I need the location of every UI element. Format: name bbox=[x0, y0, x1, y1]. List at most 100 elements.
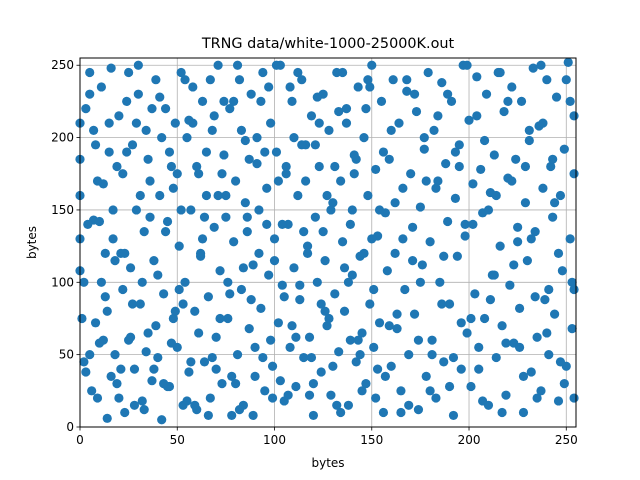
data-point bbox=[341, 104, 352, 114]
data-point bbox=[168, 183, 178, 193]
data-point bbox=[145, 212, 155, 222]
data-point bbox=[151, 321, 161, 331]
data-point bbox=[355, 350, 365, 360]
data-point bbox=[180, 75, 190, 85]
data-point bbox=[79, 357, 89, 367]
data-point bbox=[367, 60, 377, 70]
data-point bbox=[92, 176, 103, 186]
data-point bbox=[260, 386, 270, 396]
data-point bbox=[192, 161, 202, 172]
data-point bbox=[429, 125, 439, 135]
data-point bbox=[497, 321, 507, 331]
data-point bbox=[102, 306, 112, 316]
data-point bbox=[567, 277, 577, 287]
x-tick-label: 100 bbox=[263, 433, 286, 447]
data-point bbox=[141, 347, 151, 357]
data-point bbox=[108, 234, 118, 244]
data-point bbox=[201, 190, 212, 201]
y-tick-label: 250 bbox=[51, 58, 74, 72]
data-point bbox=[281, 169, 291, 179]
data-point bbox=[106, 63, 116, 73]
data-point bbox=[345, 219, 355, 230]
data-point bbox=[443, 89, 453, 99]
data-point bbox=[380, 371, 390, 381]
data-point bbox=[250, 342, 260, 353]
data-point bbox=[242, 212, 252, 222]
data-point bbox=[81, 367, 91, 377]
data-point bbox=[225, 104, 235, 114]
data-point bbox=[365, 82, 375, 92]
data-point bbox=[291, 332, 301, 342]
data-point bbox=[89, 125, 99, 135]
data-point bbox=[223, 277, 233, 287]
data-point bbox=[133, 89, 143, 99]
data-point bbox=[252, 159, 262, 169]
data-point bbox=[172, 169, 182, 179]
data-point bbox=[302, 248, 313, 258]
data-point bbox=[559, 144, 569, 154]
data-point bbox=[542, 75, 552, 85]
data-point bbox=[402, 75, 412, 85]
data-point bbox=[413, 335, 424, 345]
data-point bbox=[336, 407, 346, 418]
data-point bbox=[157, 132, 167, 143]
data-point bbox=[472, 72, 482, 82]
data-point bbox=[328, 361, 338, 371]
data-point bbox=[408, 255, 418, 266]
data-point bbox=[104, 118, 114, 128]
data-point bbox=[513, 222, 523, 232]
data-point bbox=[242, 227, 252, 237]
data-point bbox=[209, 222, 219, 232]
data-point bbox=[271, 60, 282, 70]
data-point bbox=[201, 147, 212, 157]
data-point bbox=[324, 313, 334, 324]
data-point bbox=[139, 405, 149, 415]
data-point bbox=[419, 132, 429, 143]
data-point bbox=[314, 161, 324, 172]
data-point bbox=[267, 361, 278, 371]
data-point bbox=[151, 75, 161, 85]
data-point bbox=[322, 321, 332, 331]
data-point bbox=[108, 205, 118, 215]
data-point bbox=[470, 289, 480, 299]
data-point bbox=[176, 67, 186, 78]
data-point bbox=[231, 176, 241, 186]
data-point bbox=[127, 299, 138, 309]
data-point bbox=[295, 280, 305, 290]
data-point bbox=[402, 86, 412, 96]
data-point bbox=[85, 350, 95, 360]
data-point bbox=[122, 147, 132, 157]
data-point bbox=[351, 357, 361, 367]
data-point bbox=[520, 161, 531, 172]
data-point bbox=[234, 405, 245, 415]
data-point bbox=[295, 295, 305, 305]
data-point bbox=[532, 393, 542, 403]
data-point bbox=[285, 82, 295, 92]
data-point bbox=[400, 284, 410, 295]
data-point bbox=[262, 183, 272, 193]
data-point bbox=[491, 190, 501, 201]
data-point bbox=[236, 125, 247, 135]
data-point bbox=[197, 234, 208, 244]
data-point bbox=[207, 352, 217, 363]
data-point bbox=[85, 67, 95, 78]
data-point bbox=[384, 321, 394, 331]
data-point bbox=[357, 328, 367, 338]
data-point bbox=[174, 241, 184, 251]
data-point bbox=[353, 335, 363, 345]
data-point bbox=[448, 352, 459, 363]
data-point bbox=[137, 396, 147, 406]
data-point bbox=[489, 150, 499, 160]
data-point bbox=[540, 295, 550, 305]
data-point bbox=[396, 407, 406, 418]
data-point bbox=[153, 352, 163, 363]
data-point bbox=[481, 89, 492, 99]
data-point bbox=[359, 248, 369, 258]
data-point bbox=[413, 405, 424, 415]
data-point bbox=[314, 118, 324, 128]
data-point bbox=[565, 96, 575, 107]
data-point bbox=[160, 104, 171, 114]
data-point bbox=[287, 96, 297, 107]
data-point bbox=[190, 400, 200, 410]
data-point bbox=[129, 364, 140, 374]
